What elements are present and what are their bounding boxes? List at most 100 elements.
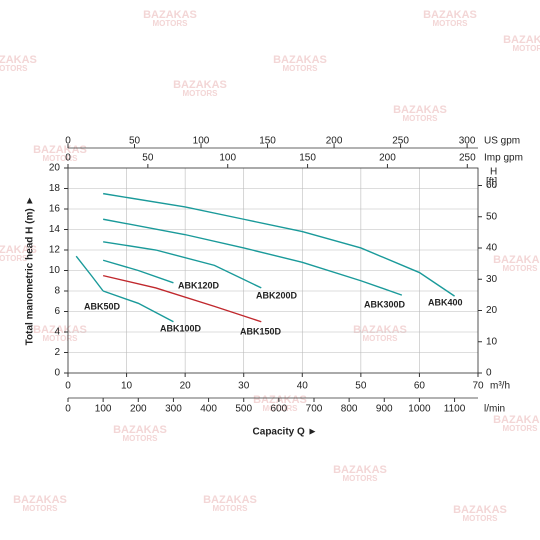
watermark-word: BAZAKAS: [493, 414, 540, 426]
watermark-word: MOTORS: [183, 89, 219, 98]
series-label: ABK400: [428, 297, 463, 307]
y-tick-label: 18: [49, 183, 61, 194]
series-line: [103, 218, 403, 296]
watermark-word: MOTORS: [403, 114, 439, 123]
watermark-word: MOTORS: [213, 504, 249, 513]
watermark-word: BAZAKAS: [173, 79, 227, 91]
watermark-word: MOTORS: [283, 64, 319, 73]
axis-tick-label: 200: [326, 136, 343, 147]
axis-tick-label: 1000: [408, 404, 431, 415]
watermark-word: BAZAKAS: [353, 324, 407, 336]
watermark-word: MOTORS: [513, 44, 540, 53]
series-line: [102, 290, 174, 323]
axis-tick-label: 150: [259, 136, 276, 147]
y-axis-title: Total manometric head H (m) ►: [25, 196, 36, 346]
axis-tick-label: 400: [200, 404, 217, 415]
watermark-word: BAZAKAS: [203, 494, 257, 506]
axis-tick-label: 100: [193, 136, 210, 147]
x-tick-label: 20: [180, 381, 192, 392]
plot-frame: [67, 167, 479, 374]
y2-tick-label: 20: [486, 305, 498, 316]
series-label: ABK100D: [160, 323, 202, 333]
y-tick-label: 14: [49, 224, 61, 235]
watermark-word: BAZAKAS: [0, 54, 37, 66]
x-tick-label: 10: [121, 381, 133, 392]
axis-tick-label: 50: [142, 153, 154, 164]
series-label: ABK50D: [84, 301, 121, 311]
series-label: ABK150D: [240, 326, 282, 336]
watermark-word: MOTORS: [0, 64, 28, 73]
axis-tick-label: 50: [129, 136, 141, 147]
y-tick-label: 0: [54, 368, 60, 379]
y-tick-label: 16: [49, 204, 61, 215]
axis-tick-label: 1100: [444, 404, 466, 415]
watermark-word: BAZAKAS: [113, 424, 167, 436]
x-tick-label: 60: [414, 381, 426, 392]
y-tick-label: 6: [54, 306, 60, 317]
axis-unit: l/min: [484, 404, 505, 415]
x-tick-label: 50: [355, 381, 367, 392]
y2-tick-label: 50: [486, 211, 498, 222]
watermark-word: BAZAKAS: [333, 464, 387, 476]
watermark-word: MOTORS: [343, 474, 379, 483]
watermark-word: BAZAKAS: [33, 324, 87, 336]
watermark-word: BAZAKAS: [33, 144, 87, 156]
y-tick-label: 12: [49, 245, 61, 256]
axis-unit: US gpm: [484, 136, 520, 147]
watermark-word: MOTORS: [43, 154, 79, 163]
y2-tick-label: 30: [486, 274, 498, 285]
axis-tick-label: 200: [130, 404, 147, 415]
watermark-word: BAZAKAS: [0, 244, 37, 256]
axis-unit: Imp gpm: [484, 153, 523, 164]
watermark-word: MOTORS: [503, 424, 539, 433]
x-tick-label: 40: [297, 381, 309, 392]
axis-tick-label: 100: [95, 404, 112, 415]
watermark-word: MOTORS: [363, 334, 399, 343]
series-line: [102, 274, 262, 323]
y2-tick-label: 0: [486, 368, 492, 379]
axis-tick-label: 800: [341, 404, 358, 415]
watermark-word: MOTORS: [433, 19, 469, 28]
y-tick-label: 4: [54, 327, 60, 338]
axis-tick-label: 250: [392, 136, 409, 147]
y2-tick-label: 40: [486, 243, 498, 254]
y2-tick-label: 60: [486, 180, 498, 191]
axis-tick-label: 150: [299, 153, 316, 164]
axis-tick-label: 100: [219, 153, 236, 164]
y-tick-label: 10: [49, 265, 61, 276]
watermark-word: MOTORS: [0, 254, 28, 263]
y-tick-label: 2: [54, 347, 60, 358]
series-label: ABK200D: [256, 290, 298, 300]
watermark-word: BAZAKAS: [423, 9, 477, 21]
x-unit: m³/h: [490, 381, 510, 392]
watermark-word: BAZAKAS: [393, 104, 447, 116]
x-tick-label: 70: [472, 381, 484, 392]
series-label: ABK300D: [364, 299, 406, 309]
watermark-word: MOTORS: [263, 404, 299, 413]
watermark-word: BAZAKAS: [13, 494, 67, 506]
axis-tick-label: 300: [165, 404, 182, 415]
axis-tick-label: 300: [459, 136, 476, 147]
y2-tick-label: 10: [486, 336, 498, 347]
watermark-word: BAZAKAS: [453, 504, 507, 516]
axis-tick-label: 250: [459, 153, 476, 164]
watermark-word: MOTORS: [123, 434, 159, 443]
series-line: [75, 255, 104, 292]
y-tick-label: 8: [54, 286, 60, 297]
axis-tick-label: 500: [235, 404, 252, 415]
axis-tick-label: 200: [379, 153, 396, 164]
watermark-word: BAZAKAS: [143, 9, 197, 21]
x-axis-title: Capacity Q ►: [253, 427, 318, 438]
y2-label: H: [490, 167, 497, 178]
axis-tick-label: 600: [271, 404, 288, 415]
axis-tick-label: 0: [65, 404, 71, 415]
axis-tick-label: 900: [376, 404, 393, 415]
watermarks: BAZAKASMOTORSBAZAKASMOTORSBAZAKASMOTORSB…: [0, 9, 540, 523]
watermark-word: MOTORS: [153, 19, 189, 28]
y-tick-label: 20: [49, 163, 61, 174]
grid: [67, 167, 479, 374]
watermark-word: MOTORS: [463, 514, 499, 523]
y2-label: [ft]: [486, 177, 497, 188]
